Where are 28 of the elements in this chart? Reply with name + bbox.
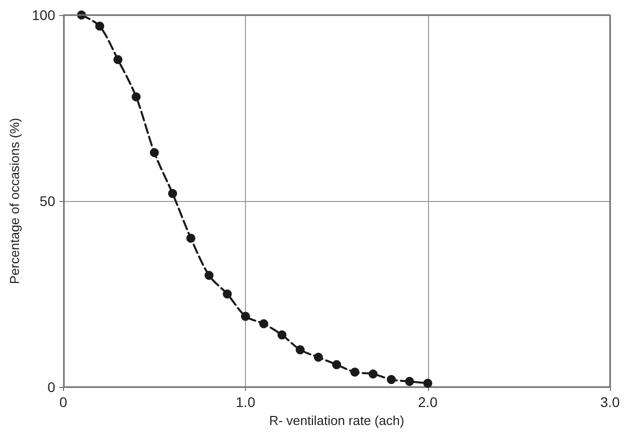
point <box>405 376 414 386</box>
y-tick-label: 0 <box>47 379 56 395</box>
point <box>204 270 214 280</box>
x-tick-label: 0 <box>59 394 68 410</box>
point <box>95 22 104 31</box>
point <box>113 55 122 64</box>
point <box>314 352 323 362</box>
point <box>168 189 178 198</box>
y-tick-label: 50 <box>40 193 56 209</box>
y-axis-title: Percentage of occasions (%) <box>7 118 22 284</box>
point <box>241 312 250 321</box>
point <box>186 234 196 243</box>
point <box>332 360 342 370</box>
point <box>350 368 360 377</box>
x-tick-label: 1.0 <box>236 394 256 410</box>
point <box>423 378 432 388</box>
point <box>296 345 305 354</box>
y-tick-label: 100 <box>32 7 56 23</box>
x-tick-label: 2.0 <box>418 394 438 410</box>
point <box>150 148 159 158</box>
point <box>368 369 378 378</box>
x-tick-label: 3.0 <box>600 394 620 410</box>
point <box>277 330 286 340</box>
point <box>259 319 268 328</box>
point <box>132 92 141 102</box>
point <box>386 375 396 384</box>
x-axis-title: R- ventilation rate (ach) <box>269 412 404 428</box>
point <box>222 290 232 298</box>
